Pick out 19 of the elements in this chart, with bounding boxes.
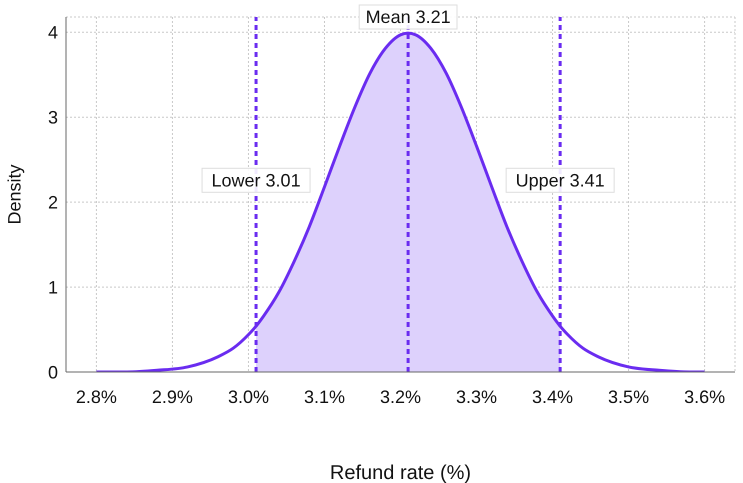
x-tick-label: 2.9% (152, 386, 193, 407)
y-axis-title: Density (4, 164, 24, 225)
y-tick-label: 4 (48, 22, 58, 43)
y-tick-label: 3 (48, 108, 58, 128)
x-tick-label: 3.5% (608, 386, 650, 407)
ref-line-label: Upper 3.41 (516, 170, 605, 190)
y-tick-label: 2 (48, 192, 58, 213)
ref-line-label: Lower 3.01 (212, 170, 301, 190)
ref-line-label: Mean 3.21 (366, 7, 451, 27)
x-tick-label: 3.3% (456, 386, 498, 407)
x-tick-label: 3.2% (380, 386, 422, 407)
x-tick-label: 3.1% (304, 386, 345, 407)
x-tick-label: 3.4% (532, 386, 574, 407)
x-tick-label: 3.0% (228, 386, 269, 407)
x-tick-label: 2.8% (76, 386, 117, 407)
x-tick-label: 3.6% (684, 386, 726, 407)
y-tick-label: 1 (48, 277, 58, 298)
y-tick-label: 0 (48, 362, 58, 382)
x-axis-title: Refund rate (%) (330, 462, 472, 483)
